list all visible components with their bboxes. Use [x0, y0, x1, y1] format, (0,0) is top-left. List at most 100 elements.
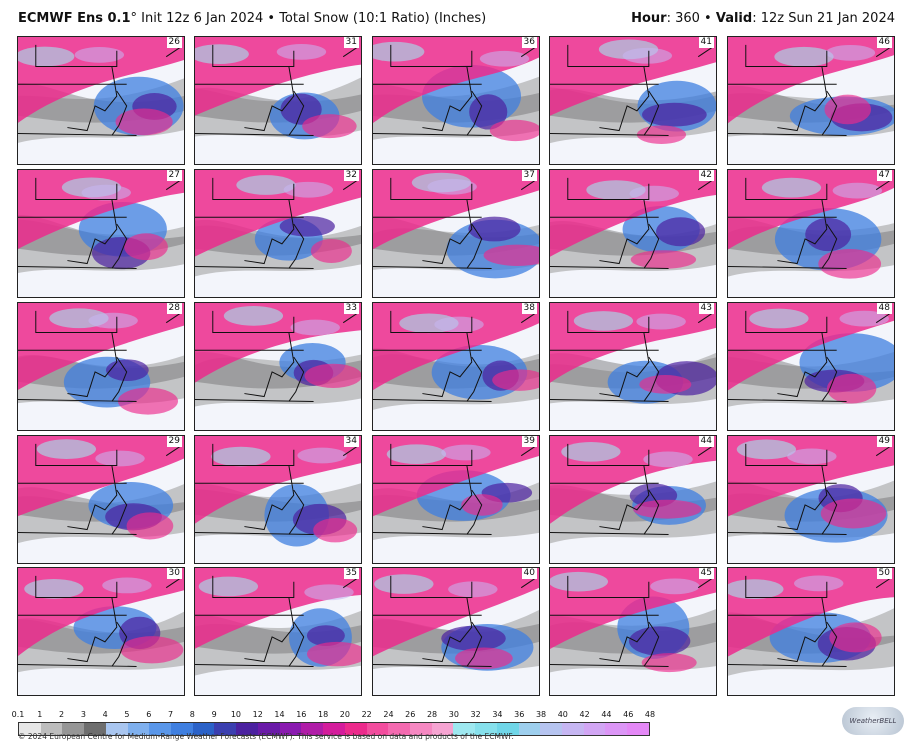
ensemble-member-panel: 36 — [372, 36, 540, 165]
colorbar-tick-label: 1 — [37, 710, 43, 719]
header-valid: Hour: 360 • Valid: 12z Sun 21 Jan 2024 — [631, 8, 895, 30]
colorbar-tick-label: 44 — [601, 710, 612, 719]
colorbar-swatch — [475, 723, 497, 735]
snowfall-map — [195, 170, 361, 297]
colorbar-swatch — [301, 723, 324, 735]
colorbar-tick-label: 40 — [557, 710, 568, 719]
ensemble-member-panel: 28 — [17, 302, 185, 431]
colorbar-swatch — [171, 723, 193, 735]
snowfall-map — [550, 170, 716, 297]
colorbar-swatch — [431, 723, 454, 735]
logo-text: WeatherBELL — [849, 717, 897, 725]
colorbar-tick-label: 12 — [252, 710, 263, 719]
member-number: 30 — [166, 568, 182, 579]
snowfall-map — [18, 568, 184, 695]
colorbar-swatch — [323, 723, 345, 735]
snowfall-map — [728, 37, 894, 164]
ensemble-member-panel: 46 — [727, 36, 895, 165]
snowfall-map — [728, 568, 894, 695]
snowfall-map — [373, 303, 539, 430]
colorbar-tick-label: 32 — [470, 710, 481, 719]
ensemble-member-panel: 42 — [549, 169, 717, 298]
ensemble-member-panel: 49 — [727, 435, 895, 564]
colorbar-swatch — [40, 723, 63, 735]
weatherbell-logo: WeatherBELL — [842, 707, 904, 735]
member-number: 27 — [166, 170, 182, 181]
colorbar-swatch — [257, 723, 280, 735]
hour-value: : 360 — [666, 11, 700, 26]
colorbar-swatch — [214, 723, 237, 735]
member-number: 34 — [343, 436, 359, 447]
member-number: 26 — [166, 37, 182, 48]
copyright-footer: © 2024 European Centre for Medium-Range … — [18, 732, 514, 741]
colorbar-tick-label: 30 — [448, 710, 459, 719]
member-number: 33 — [343, 303, 359, 314]
member-number: 29 — [166, 436, 182, 447]
member-number: 42 — [698, 170, 714, 181]
ensemble-member-panel: 38 — [372, 302, 540, 431]
colorbar-swatch — [105, 723, 128, 735]
colorbar-tick-label: 24 — [383, 710, 394, 719]
colorbar-tick-label: 34 — [492, 710, 503, 719]
colorbar-swatch — [409, 723, 432, 735]
ensemble-member-panel: 39 — [372, 435, 540, 564]
valid-value: : 12z Sun 21 Jan 2024 — [752, 11, 895, 26]
colorbar-swatch — [84, 723, 106, 735]
snowfall-map — [18, 37, 184, 164]
ensemble-member-panel: 47 — [727, 169, 895, 298]
snowfall-map — [373, 436, 539, 563]
ensemble-member-panel: 34 — [194, 435, 362, 564]
colorbar-swatch — [496, 723, 519, 735]
colorbar-tick-label: 26 — [405, 710, 416, 719]
colorbar-swatch — [149, 723, 172, 735]
header: ECMWF Ens 0.1° Init 12z 6 Jan 2024 • Tot… — [18, 8, 895, 30]
snowfall-map — [728, 436, 894, 563]
colorbar-tick-label: 42 — [579, 710, 590, 719]
colorbar-swatch — [561, 723, 584, 735]
hour-label: Hour — [631, 11, 667, 26]
colorbar-tick-label: 2 — [59, 710, 65, 719]
snowfall-map — [18, 436, 184, 563]
snowfall-map — [195, 303, 361, 430]
ensemble-member-panel: 48 — [727, 302, 895, 431]
ensemble-member-panel: 41 — [549, 36, 717, 165]
ensemble-member-panel: 27 — [17, 169, 185, 298]
member-number: 35 — [343, 568, 359, 579]
ensemble-member-panel: 31 — [194, 36, 362, 165]
ensemble-member-panel: 30 — [17, 567, 185, 696]
member-number: 49 — [876, 436, 892, 447]
colorbar-swatch — [366, 723, 389, 735]
ensemble-member-panel: 40 — [372, 567, 540, 696]
member-number: 28 — [166, 303, 182, 314]
colorbar-tick-label: 16 — [296, 710, 307, 719]
snowfall-map — [195, 568, 361, 695]
bullet: • — [704, 11, 712, 26]
ensemble-member-panel: 45 — [549, 567, 717, 696]
colorbar-tick-label: 28 — [426, 710, 438, 719]
colorbar-swatch — [344, 723, 367, 735]
colorbar-tick-label: 20 — [339, 710, 350, 719]
snowfall-map — [550, 303, 716, 430]
init-time: Init 12z 6 Jan 2024 — [141, 11, 264, 26]
ensemble-member-panel: 32 — [194, 169, 362, 298]
product-name: Total Snow (10:1 Ratio) (Inches) — [279, 11, 487, 26]
colorbar-swatch — [62, 723, 85, 735]
colorbar-swatch — [453, 723, 476, 735]
member-number: 38 — [521, 303, 537, 314]
member-number: 47 — [876, 170, 892, 181]
colorbar-swatch — [388, 723, 410, 735]
snowfall-map — [373, 170, 539, 297]
colorbar-tick-label: 3 — [80, 710, 86, 719]
member-number: 48 — [876, 303, 892, 314]
header-title: ECMWF Ens 0.1° Init 12z 6 Jan 2024 • Tot… — [18, 8, 486, 30]
ensemble-member-panel: 37 — [372, 169, 540, 298]
member-number: 31 — [343, 37, 359, 48]
member-number: 43 — [698, 303, 714, 314]
colorbar-tick-label: 0.1 — [11, 710, 25, 719]
colorbar-tick-label: 22 — [361, 710, 372, 719]
colorbar-swatch — [192, 723, 215, 735]
ensemble-member-panel: 44 — [549, 435, 717, 564]
colorbar-swatch — [518, 723, 541, 735]
member-number: 46 — [876, 37, 892, 48]
ensemble-member-panel: 29 — [17, 435, 185, 564]
